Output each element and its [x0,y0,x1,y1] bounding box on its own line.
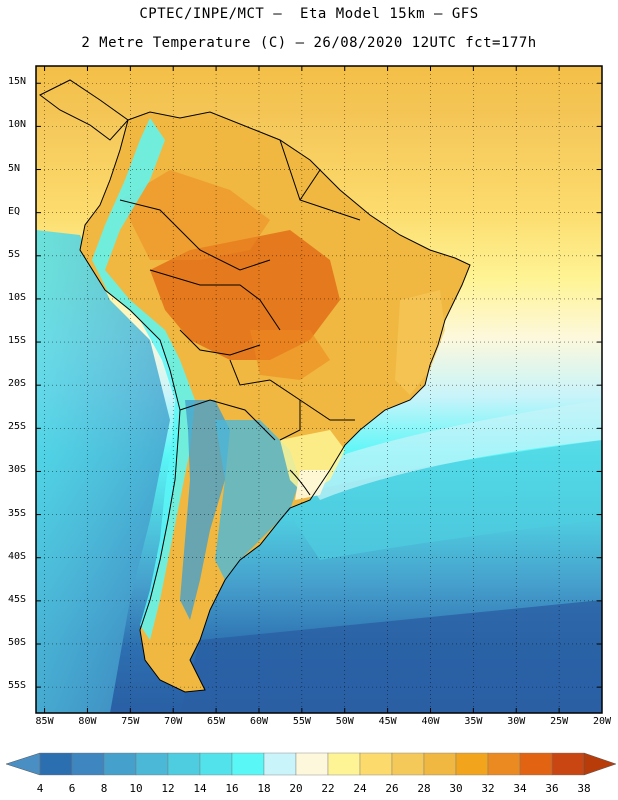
lon-label: 80W [78,716,97,727]
lon-label: 20W [592,716,612,727]
colorbar-swatch [391,752,425,776]
lon-label: 60W [249,716,268,727]
colorbar-swatch [327,752,361,776]
colorbar-label: 36 [545,782,559,795]
colorbar-label: 14 [193,782,207,795]
lat-label: 15N [8,76,27,88]
colorbar-label: 10 [129,782,143,795]
colorbar-label: 34 [513,782,527,795]
lat-label: 50S [8,636,27,648]
lat-label: 20S [8,378,27,390]
lon-label: 50W [335,716,354,727]
colorbar [5,752,617,776]
colorbar-label: 22 [321,782,335,795]
colorbar-swatch [103,752,137,776]
colorbar-swatch [199,752,233,776]
colorbar-swatch [487,752,521,776]
lon-label: 45W [378,716,397,727]
colorbar-swatch [135,752,169,776]
colorbar-label: 12 [161,782,175,795]
lat-label: 40S [8,550,27,562]
colorbar-swatch [263,752,297,776]
colorbar-swatch [167,752,201,776]
colorbar-label: 26 [385,782,399,795]
colorbar-swatch [295,752,329,776]
lat-label: 10N [8,119,27,131]
colorbar-swatch [519,752,553,776]
map-frame [35,65,603,714]
lat-label: 10S [8,291,27,303]
temperature-field [36,66,602,713]
lon-label: 25W [550,716,569,727]
lon-label: 70W [164,716,183,727]
colorbar-label: 16 [225,782,239,795]
colorbar-swatch [359,752,393,776]
lat-label: 55S [8,680,27,692]
colorbar-swatch [231,752,265,776]
colorbar-label: 28 [417,782,431,795]
lat-label: 15S [8,335,27,347]
colorbar-label: 8 [100,782,108,795]
lat-label: 5N [8,162,21,174]
colorbar-swatch [71,752,105,776]
lat-label: 5S [8,248,21,260]
lon-label: 30W [507,716,526,727]
lat-label: 35S [8,507,27,519]
colorbar-swatch [455,752,489,776]
borders [39,79,471,693]
lon-label: 40W [421,716,440,727]
colorbar-label: 18 [257,782,271,795]
colorbar-swatch [551,752,585,776]
lat-label: 25S [8,421,27,433]
lon-label: 55W [292,716,311,727]
colorbar-label: 6 [68,782,76,795]
lon-label: 65W [207,716,226,727]
colorbar-label: 4 [36,782,44,795]
colorbar-arrow-low [5,752,41,776]
colorbar-swatch [423,752,457,776]
lat-label: 45S [8,593,27,605]
lat-label: 30S [8,464,27,476]
colorbar-label: 20 [289,782,303,795]
title-line-1: CPTEC/INPE/MCT – Eta Model 15km – GFS [139,6,479,22]
colorbar-arrow-high [583,752,617,776]
title-line-2: 2 Metre Temperature (C) – 26/08/2020 12U… [81,35,537,51]
lat-label: EQ [8,205,21,217]
colorbar-swatch [39,752,73,776]
colorbar-label: 38 [577,782,591,795]
lon-label: 85W [35,716,54,727]
colorbar-label: 24 [353,782,367,795]
lon-label: 75W [121,716,140,727]
colorbar-label: 30 [449,782,463,795]
colorbar-label: 32 [481,782,495,795]
lon-label: 35W [464,716,483,727]
